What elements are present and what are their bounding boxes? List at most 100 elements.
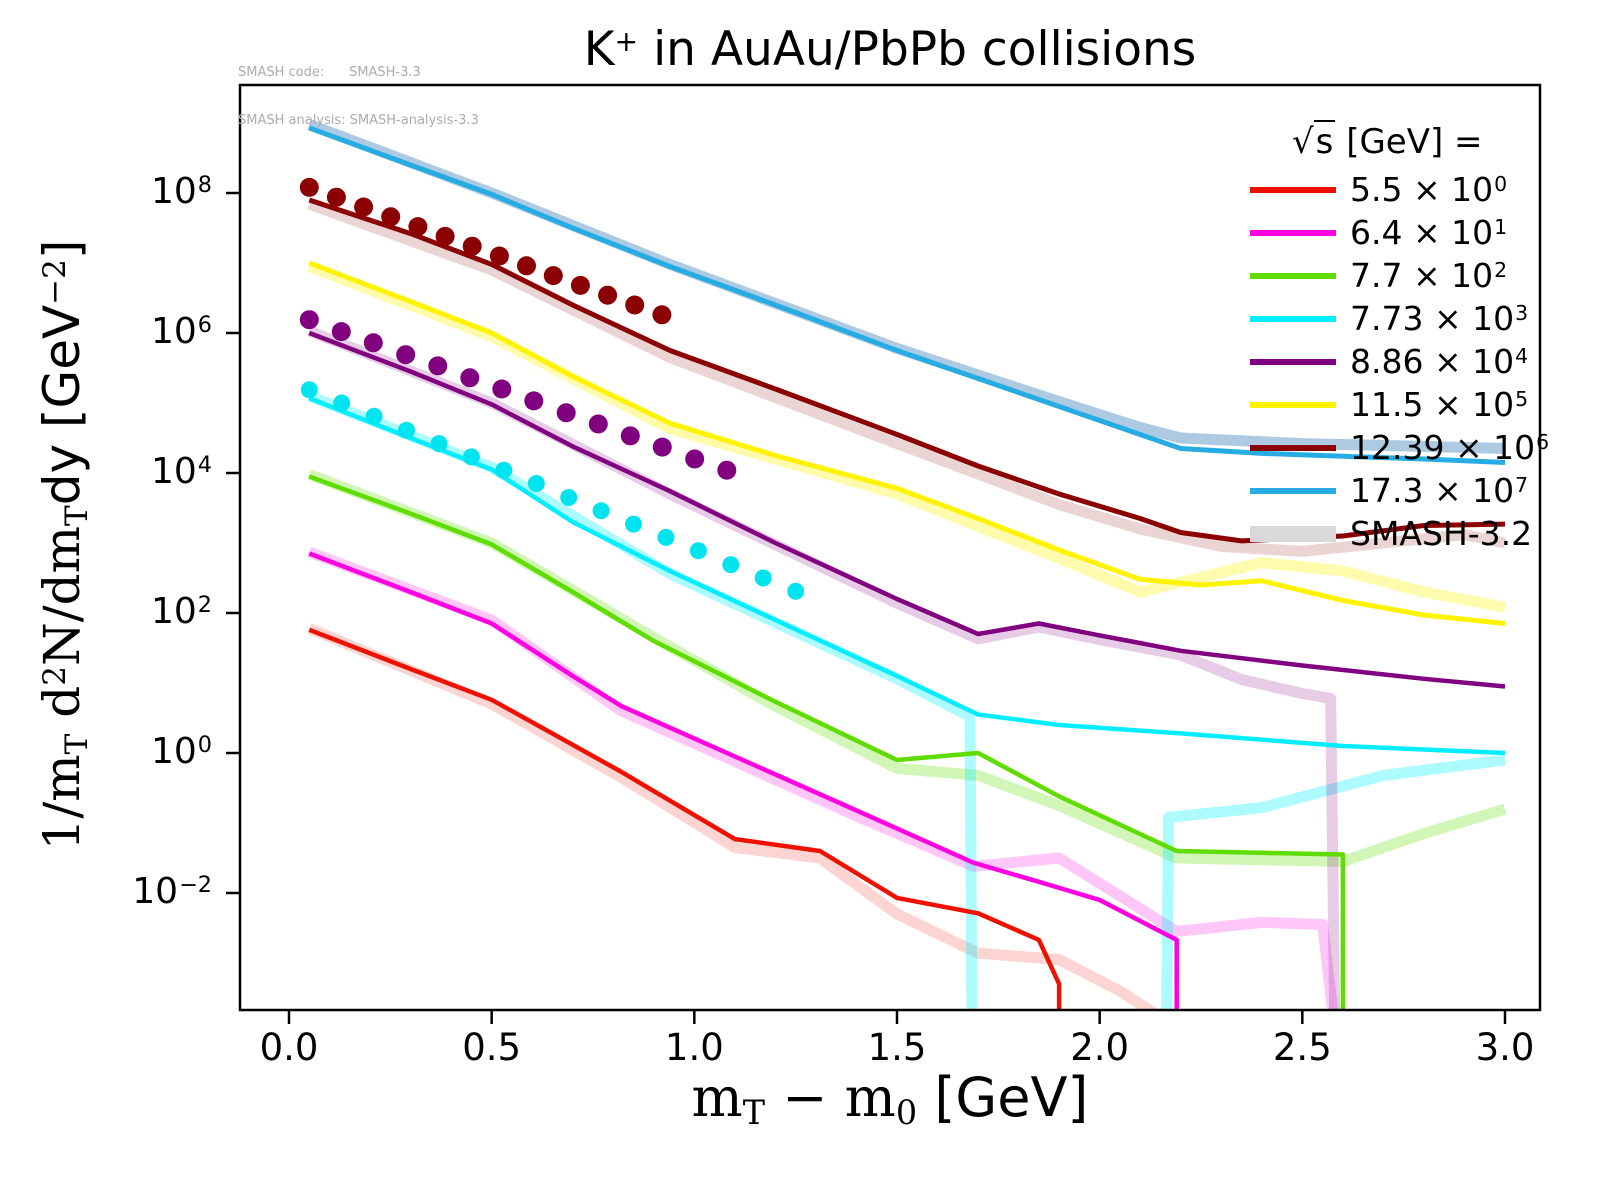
axis-label-part: −2 xyxy=(37,259,74,305)
legend-line-swatch xyxy=(1250,487,1336,494)
band-band-6.4 xyxy=(307,546,1339,1010)
legend-item-SMASH-3.2: SMASH-3.2 xyxy=(1250,512,1570,555)
band-band-12.39 xyxy=(307,199,1507,557)
data-point xyxy=(625,515,642,533)
legend-line-swatch xyxy=(1250,358,1336,365)
annotation-line-1: SMASH code: SMASH-3.3 xyxy=(238,65,421,80)
legend-item-label: 12.39 × 106 xyxy=(1350,428,1550,467)
x-tick-label-2.5: 2.5 xyxy=(1272,1026,1332,1069)
dots-data-dots-12.39-GeV xyxy=(299,177,672,325)
data-point xyxy=(381,207,401,227)
chart-title: K+ in AuAu/PbPb collisions xyxy=(583,22,1197,77)
dots-data-dots-7.73-GeV xyxy=(300,381,805,600)
series-line-sqrt_s-7.73-GeV-(x10^3) xyxy=(308,396,1506,756)
axis-label-part: − xyxy=(765,1066,845,1129)
axis-label-part: d xyxy=(33,685,91,734)
data-point xyxy=(354,197,374,217)
data-point xyxy=(331,322,351,342)
data-point xyxy=(570,275,590,295)
title-superscript: + xyxy=(614,24,639,58)
legend-item-7.73e3: 7.73 × 103 xyxy=(1250,297,1570,340)
data-point xyxy=(598,285,618,305)
axis-label-part: ] xyxy=(33,239,91,260)
legend-line-swatch xyxy=(1250,229,1336,236)
legend-item-11.5e5: 11.5 × 105 xyxy=(1250,383,1570,426)
series-line-sqrt_s-6.4-GeV-(x10^1) xyxy=(308,551,1179,1010)
legend-item-7.7e2: 7.7 × 102 xyxy=(1250,254,1570,297)
legend-line-swatch xyxy=(1250,315,1336,322)
axis-label-part: [GeV] xyxy=(917,1066,1089,1129)
data-point xyxy=(517,256,536,276)
data-point xyxy=(299,177,319,197)
data-point xyxy=(495,461,513,479)
y-tick-label-10e−2: 10−2 xyxy=(132,871,212,912)
data-point xyxy=(524,391,544,411)
smash-version-annotation: SMASH code: SMASH-3.3 SMASH analysis: SM… xyxy=(238,33,479,161)
data-point xyxy=(625,295,645,315)
legend-items: 5.5 × 100 6.4 × 101 7.7 × 102 7.73 × 103 8.8… xyxy=(1250,168,1570,555)
dots-data-dots-8.86-GeV xyxy=(299,310,737,480)
axis-label-part: m xyxy=(691,1066,743,1129)
data-point xyxy=(685,449,705,469)
data-point xyxy=(365,407,383,425)
data-point xyxy=(722,556,740,574)
data-point xyxy=(460,368,480,388)
legend-item-17.3e7: 17.3 × 107 xyxy=(1250,469,1570,512)
data-point xyxy=(299,310,319,330)
axis-label-part: dy [GeV xyxy=(33,304,91,506)
data-point xyxy=(462,448,480,466)
legend-item-8.86e4: 8.86 × 104 xyxy=(1250,340,1570,383)
y-tick-label-10e6: 106 xyxy=(150,311,212,352)
data-point xyxy=(754,569,772,587)
data-point xyxy=(560,489,578,506)
data-point xyxy=(657,528,675,546)
legend-item-label: 7.7 × 102 xyxy=(1350,256,1508,295)
axis-label-part: T xyxy=(58,733,95,755)
y-axis-label: 1/mT d2N/dmTdy [GeV−2] xyxy=(33,239,95,851)
x-tick-label-3.0: 3.0 xyxy=(1475,1026,1535,1069)
x-tick-label-0.0: 0.0 xyxy=(259,1026,319,1069)
series-line-sqrt_s-7.7-GeV-(x10^2) xyxy=(308,474,1346,1010)
data-point xyxy=(363,333,383,353)
data-point xyxy=(652,437,672,457)
axis-label-part: T xyxy=(58,505,95,526)
axis-label-part: 1/m xyxy=(33,754,91,851)
legend: √s [GeV] = 5.5 × 100 6.4 × 101 7.7 × 102 7.… xyxy=(1250,120,1570,555)
annotation-line-2: SMASH analysis: SMASH-analysis-3.3 xyxy=(238,113,479,128)
series-line-sqrt_s-17.3-GeV-(x10^7) xyxy=(308,125,1506,465)
band-band-7.73 xyxy=(307,390,1506,1010)
data-point xyxy=(396,345,416,365)
legend-line-swatch xyxy=(1250,272,1336,279)
y-tick-label-10e8: 108 xyxy=(150,171,212,212)
data-point xyxy=(652,305,672,325)
axis-label-part: 0 xyxy=(895,1093,918,1133)
data-point xyxy=(592,502,610,520)
legend-line-swatch xyxy=(1250,401,1336,408)
legend-item-label: 6.4 × 101 xyxy=(1350,213,1508,252)
data-point xyxy=(300,381,318,399)
series-line-sqrt_s-11.5-GeV-(x10^5) xyxy=(308,260,1506,626)
y-tick-label-10e4: 104 xyxy=(150,451,212,492)
data-point xyxy=(462,236,482,256)
legend-item-label: 7.73 × 103 xyxy=(1350,299,1529,338)
legend-line-swatch xyxy=(1250,444,1336,451)
sqrt-symbol: √ xyxy=(1292,122,1314,162)
legend-item-label: 17.3 × 107 xyxy=(1350,471,1529,510)
data-point xyxy=(689,542,707,560)
legend-line-swatch xyxy=(1250,186,1336,193)
data-point xyxy=(398,421,415,439)
x-tick-label-2.0: 2.0 xyxy=(1070,1026,1130,1069)
y-tick-label-10e2: 102 xyxy=(150,591,212,632)
data-point xyxy=(489,246,509,266)
data-point xyxy=(492,379,512,399)
data-point xyxy=(620,426,640,446)
data-point xyxy=(588,414,608,434)
data-point xyxy=(430,435,448,453)
band-band-5.5 xyxy=(307,623,1160,1010)
legend-title: √s [GeV] = xyxy=(1292,120,1483,162)
legend-item-label: 5.5 × 100 xyxy=(1350,170,1508,209)
data-point xyxy=(543,266,563,286)
data-point xyxy=(787,582,805,600)
